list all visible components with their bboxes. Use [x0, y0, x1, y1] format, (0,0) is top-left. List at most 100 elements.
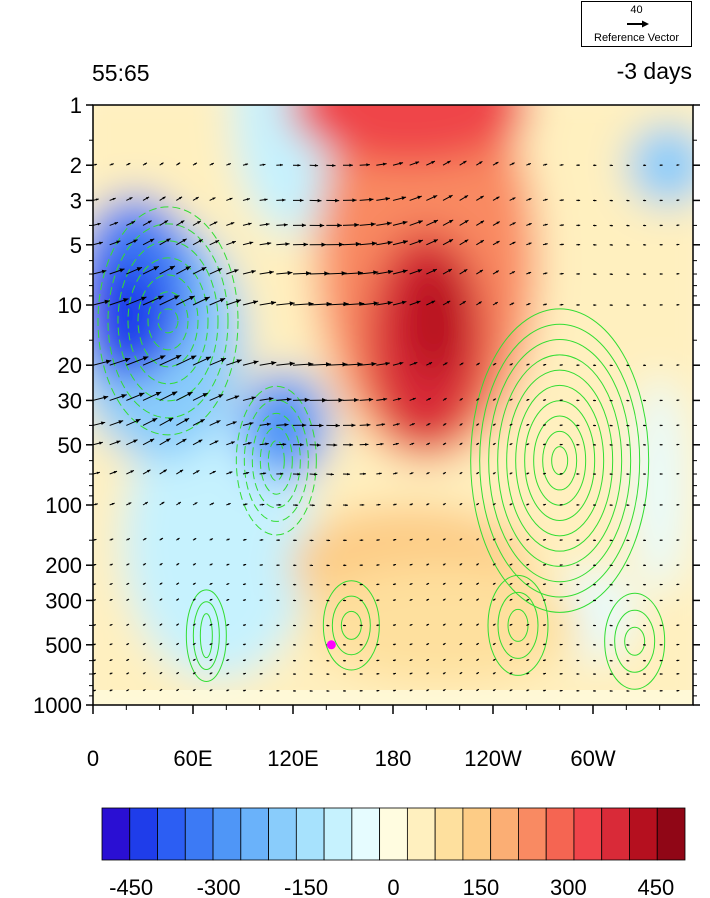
colorbar-label: -150 — [284, 875, 328, 898]
vector-head — [511, 302, 515, 305]
wind-vector — [342, 673, 347, 676]
wind-vector — [676, 659, 680, 662]
vector-head — [627, 424, 630, 427]
wind-vector — [326, 198, 340, 203]
wind-vector — [392, 672, 397, 675]
vector-head — [190, 355, 197, 360]
vector-head — [393, 564, 397, 566]
vector-head — [126, 689, 130, 692]
wind-vector — [642, 473, 647, 476]
vector-head — [93, 672, 96, 675]
vector-head — [193, 538, 197, 541]
vector-head — [260, 643, 263, 646]
vector-head — [510, 443, 513, 446]
vector-head — [510, 659, 513, 662]
vector-head — [333, 443, 338, 447]
vector-head — [643, 224, 647, 227]
vector-head — [677, 659, 680, 662]
vector-head — [246, 471, 250, 475]
wind-vector — [459, 397, 464, 401]
wind-vector — [492, 582, 496, 586]
vector-head — [526, 659, 530, 662]
wind-vector — [342, 423, 356, 428]
vector-head — [246, 198, 250, 201]
wind-vector — [226, 659, 230, 662]
wind-vector — [276, 643, 280, 646]
vector-head — [387, 300, 393, 306]
vector-head — [248, 222, 252, 226]
vector-head — [377, 624, 380, 627]
wind-vector — [526, 503, 530, 506]
wind-vector — [176, 162, 181, 166]
wind-vector — [642, 424, 647, 427]
colorbar: -450 -300 -150 0 150 300 450 — [101, 807, 686, 898]
vector-head — [393, 689, 396, 692]
vector-head — [643, 564, 646, 567]
vector-head — [360, 673, 363, 675]
vector-head — [476, 672, 479, 675]
wind-vector — [659, 504, 663, 506]
wind-vector — [426, 503, 430, 506]
field-patch — [634, 375, 685, 596]
wind-vector — [509, 162, 515, 166]
wind-vector — [126, 196, 133, 201]
vector-head — [493, 538, 496, 541]
vector-head — [360, 583, 363, 586]
vector-head — [643, 599, 646, 602]
wind-vector — [159, 642, 163, 646]
wind-vector — [642, 624, 647, 627]
wind-vector — [409, 195, 422, 201]
vector-head — [577, 303, 580, 306]
vector-head — [382, 162, 387, 166]
wind-vector — [126, 296, 147, 306]
contour-negative — [243, 399, 309, 522]
wind-vector — [392, 659, 397, 662]
wind-vector — [93, 198, 99, 201]
wind-vector — [242, 503, 248, 506]
vector-head — [593, 424, 597, 427]
wind-vector — [426, 300, 436, 306]
wind-vector — [226, 395, 240, 401]
x-tick-label: 60E — [173, 746, 212, 771]
contour-positive — [542, 430, 578, 491]
vector-head — [577, 504, 580, 506]
wind-vector — [109, 163, 114, 166]
wind-vector — [526, 197, 532, 201]
wind-vector — [609, 624, 613, 627]
wind-vector — [626, 304, 630, 307]
vector-head — [175, 355, 182, 360]
vector-head — [426, 599, 430, 601]
wind-vector — [526, 643, 530, 646]
field-patch — [289, 105, 530, 165]
wind-vector — [392, 196, 407, 201]
wind-vector — [259, 659, 263, 662]
wind-vector — [242, 163, 249, 166]
vector-head — [561, 224, 564, 227]
vector-head — [310, 564, 313, 567]
vector-head — [394, 503, 397, 506]
contour-lines — [97, 206, 666, 690]
vector-head — [294, 539, 297, 542]
wind-vector — [559, 672, 563, 675]
vector-head — [476, 582, 479, 585]
vector-head — [526, 503, 530, 506]
wind-vector — [576, 599, 580, 602]
wind-vector — [609, 399, 613, 402]
vector-head — [480, 220, 485, 224]
wind-vector — [609, 659, 613, 662]
vector-head — [476, 563, 479, 566]
vector-head — [459, 623, 463, 626]
vector-head — [593, 599, 596, 602]
vector-head — [226, 672, 230, 675]
vector-head — [660, 583, 663, 586]
vector-head — [402, 240, 408, 245]
wind-vector — [592, 364, 597, 367]
vector-head — [643, 624, 646, 627]
vector-head — [476, 658, 479, 661]
wind-vector — [659, 473, 663, 475]
wind-vector — [142, 501, 149, 506]
wind-vector — [159, 537, 164, 541]
vector-head — [610, 539, 613, 542]
wind-vector — [192, 582, 196, 586]
wind-vector — [642, 273, 647, 276]
